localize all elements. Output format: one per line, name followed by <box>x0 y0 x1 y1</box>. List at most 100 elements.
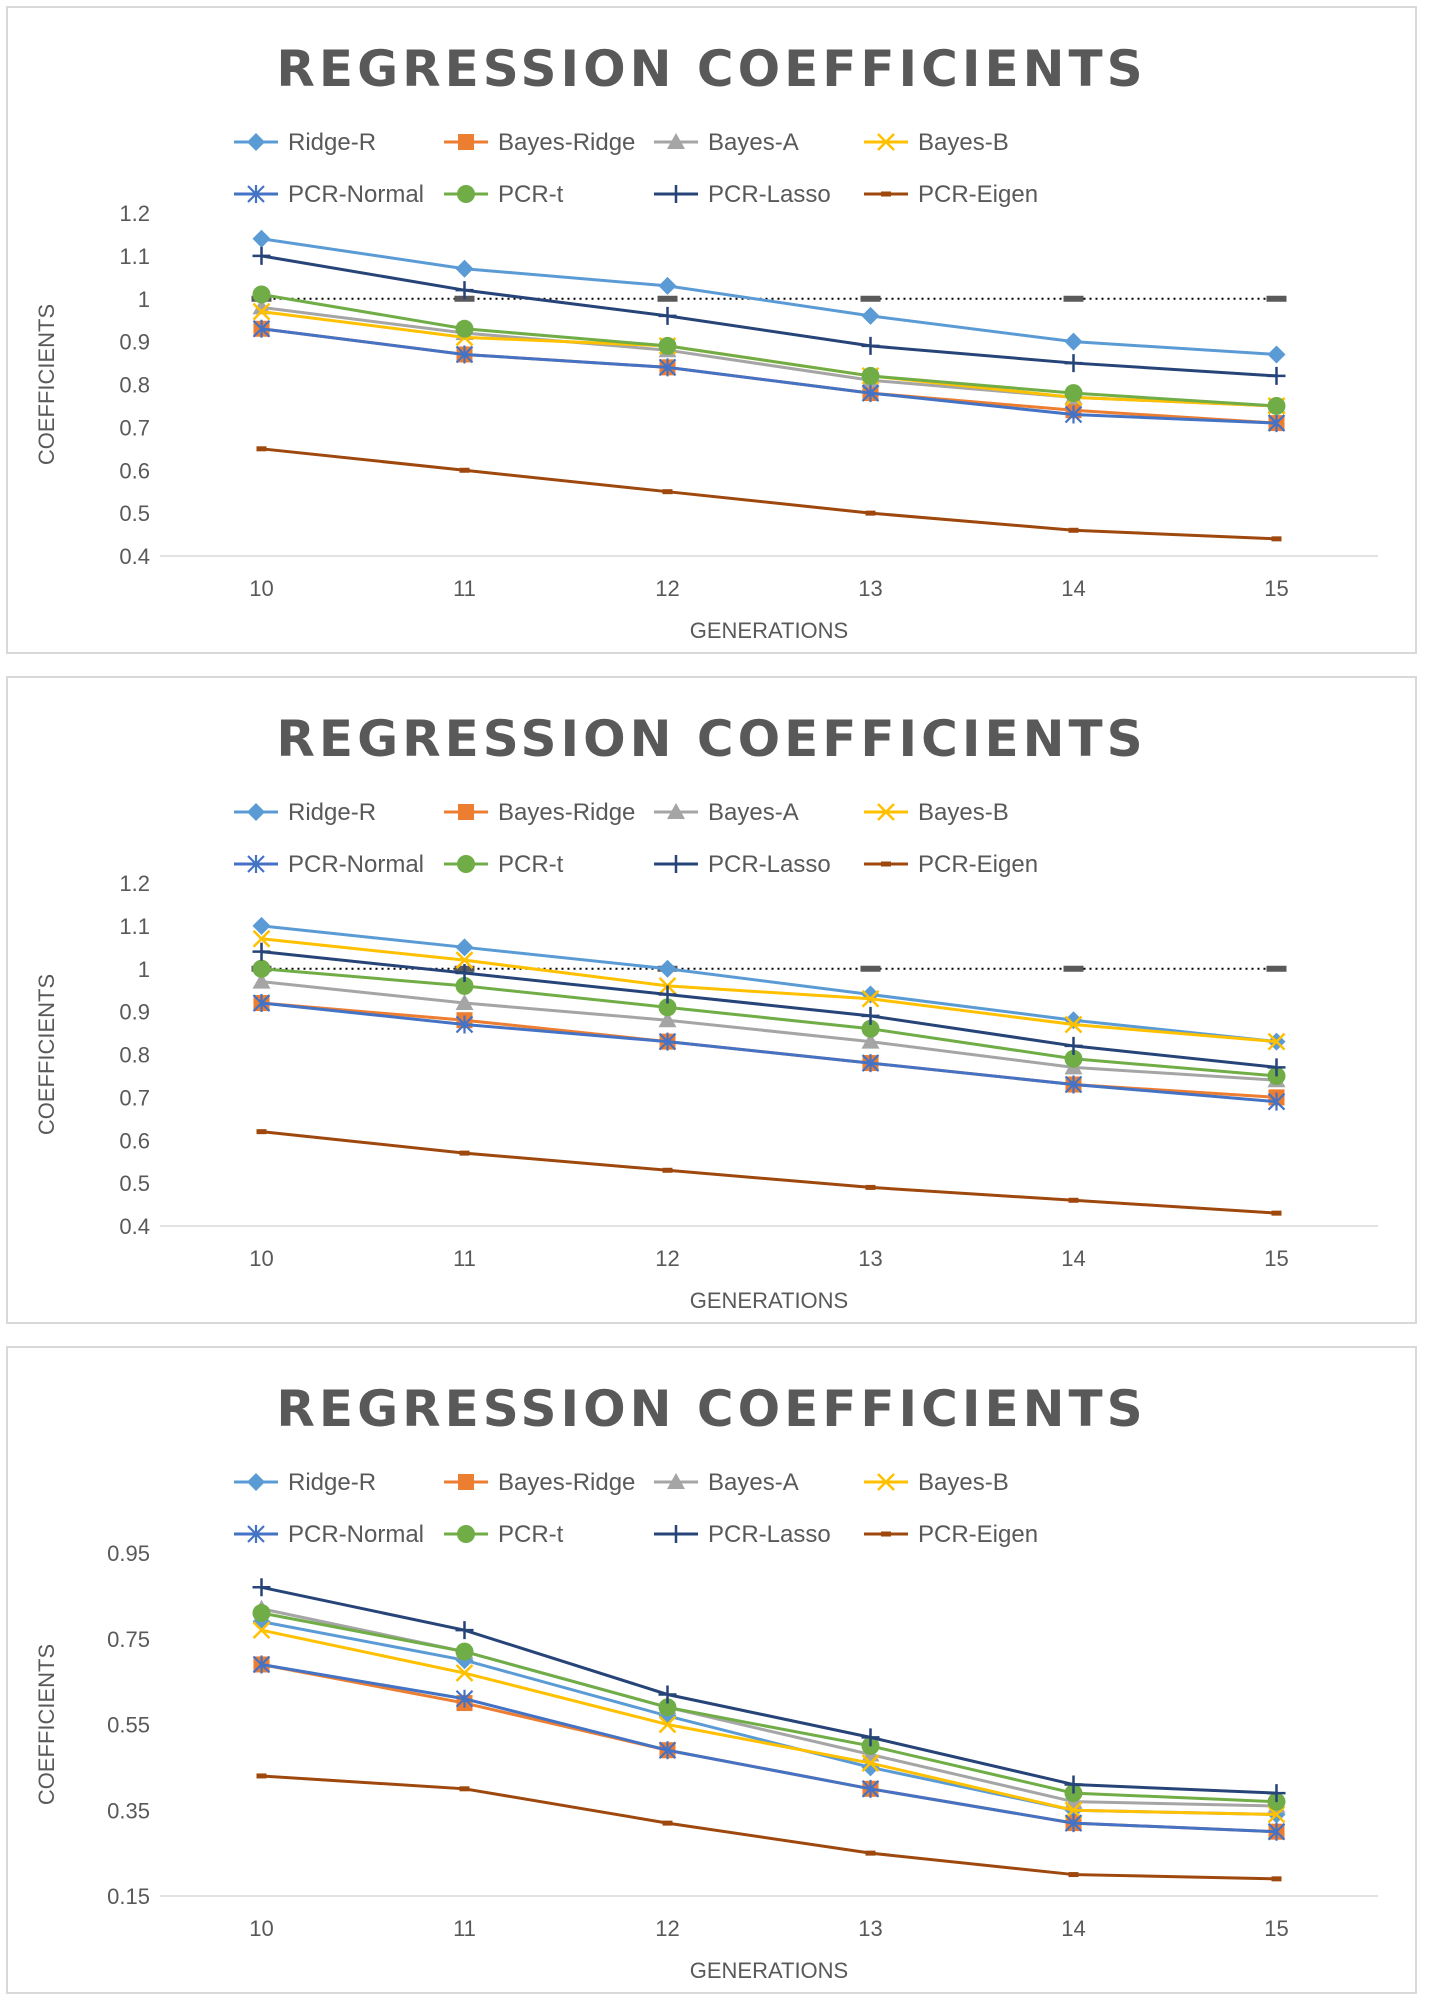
x-axis-title: GENERATIONS <box>690 618 849 643</box>
data-point-bayes-b <box>1267 1032 1286 1051</box>
x-tick-label: 10 <box>249 1916 273 1941</box>
y-tick-label: 0.7 <box>119 1085 150 1110</box>
chart-svg-2: REGRESSION COEFFICIENTS Ridge-R Bayes-Ridg… <box>34 710 1378 1313</box>
data-point-pcr-t <box>658 336 677 355</box>
data-point-bayes-b <box>1267 1805 1286 1824</box>
series-line-bayes-a <box>261 1607 1277 1808</box>
legend-label: Bayes-B <box>918 129 1009 156</box>
data-point-pcr-t <box>861 366 880 385</box>
reference-marker <box>657 295 678 302</box>
data-point-pcr-lasso <box>252 942 271 961</box>
legend-label: PCR-Lasso <box>708 181 831 208</box>
legend-item-pcr-eigen: PCR-Eigen <box>864 851 1038 878</box>
x-tick-label: 13 <box>858 576 882 601</box>
legend-marker-circle-icon <box>457 185 475 203</box>
series-ridge-r <box>252 229 1286 364</box>
y-tick-label: 0.7 <box>119 415 150 440</box>
data-point-pcr-normal <box>1267 414 1286 433</box>
legend-label: Bayes-A <box>708 799 799 826</box>
data-point-bayes-a <box>252 972 271 989</box>
series-line-bayes-a <box>261 305 1277 408</box>
series-line-bayes-ridge <box>261 327 1277 425</box>
legend-marker-diamond-icon <box>247 133 265 151</box>
series-ridge-r <box>252 1612 1286 1824</box>
legend-marker-star-icon <box>247 1525 265 1543</box>
x-tick-label: 14 <box>1061 1916 1085 1941</box>
legend-marker-triangle-icon <box>667 133 685 149</box>
series-line-pcr-normal <box>261 327 1277 425</box>
data-point-pcr-eigen <box>1068 1197 1079 1203</box>
series-line-bayes-b <box>261 1628 1277 1817</box>
legend-label: PCR-t <box>498 181 564 208</box>
series-line-pcr-normal <box>261 1662 1277 1834</box>
x-tick-label: 15 <box>1264 576 1288 601</box>
legend-item-bayes-ridge: Bayes-Ridge <box>444 129 635 156</box>
series-line-pcr-lasso <box>261 950 1277 1069</box>
legend-label: Bayes-Ridge <box>498 1469 635 1496</box>
chart-panel-3: REGRESSION COEFFICIENTS Ridge-R Bayes-Ridg… <box>6 1346 1417 1994</box>
data-point-pcr-t <box>252 959 271 978</box>
legend-item-ridge-r: Ridge-R <box>234 799 376 826</box>
legend-label: PCR-t <box>498 1521 564 1548</box>
x-tick-label: 10 <box>249 1246 273 1271</box>
legend-item-pcr-lasso: PCR-Lasso <box>654 851 831 878</box>
series-pcr-t <box>252 1604 1286 1811</box>
y-tick-label: 0.5 <box>119 501 150 526</box>
legend-label: Ridge-R <box>288 1469 376 1496</box>
legend-item-bayes-ridge: Bayes-Ridge <box>444 1469 635 1496</box>
data-point-pcr-eigen <box>459 1786 470 1792</box>
legend-label: PCR-Lasso <box>708 1521 831 1548</box>
legend-item-bayes-a: Bayes-A <box>654 129 799 156</box>
reference-marker <box>860 295 881 302</box>
x-tick-label: 12 <box>655 1916 679 1941</box>
data-point-pcr-eigen <box>1271 536 1282 542</box>
series-line-pcr-t <box>261 967 1277 1078</box>
legend-marker-plus-icon <box>667 1525 685 1543</box>
y-tick-label: 1.2 <box>119 201 150 226</box>
legend-label: PCR-t <box>498 851 564 878</box>
legend-marker-diamond-icon <box>247 803 265 821</box>
data-point-pcr-lasso <box>861 336 880 355</box>
data-point-ridge-r <box>1267 345 1286 364</box>
data-point-pcr-lasso <box>252 1578 271 1597</box>
data-point-pcr-lasso <box>658 985 677 1004</box>
legend-label: PCR-Lasso <box>708 851 831 878</box>
legend-label: Bayes-Ridge <box>498 799 635 826</box>
data-point-pcr-lasso <box>1064 1036 1083 1055</box>
data-point-pcr-eigen <box>662 1167 673 1173</box>
data-point-bayes-a <box>252 298 271 315</box>
series-line-bayes-b <box>261 937 1277 1044</box>
legend-item-ridge-r: Ridge-R <box>234 1469 376 1496</box>
legend-marker-x-icon <box>877 1473 895 1491</box>
data-point-pcr-normal <box>455 345 474 364</box>
data-point-ridge-r <box>1064 332 1083 351</box>
x-tick-label: 14 <box>1061 576 1085 601</box>
x-axis-title: GENERATIONS <box>690 1288 849 1313</box>
series-pcr-normal <box>252 994 1286 1111</box>
legend-item-pcr-normal: PCR-Normal <box>234 181 424 208</box>
data-point-pcr-eigen <box>1271 1876 1282 1882</box>
series-line-pcr-lasso <box>261 254 1277 378</box>
legend-item-bayes-b: Bayes-B <box>864 1469 1009 1496</box>
reference-marker <box>1266 295 1287 302</box>
data-point-ridge-r <box>252 916 271 935</box>
legend-item-pcr-t: PCR-t <box>444 1521 564 1548</box>
y-tick-label: 0.6 <box>119 458 150 483</box>
legend-marker-circle-icon <box>457 1525 475 1543</box>
data-point-pcr-normal <box>1267 1092 1286 1111</box>
data-point-bayes-b <box>252 302 271 321</box>
data-point-pcr-t <box>658 998 677 1017</box>
data-point-pcr-lasso <box>455 281 474 300</box>
legend-item-pcr-t: PCR-t <box>444 851 564 878</box>
series-pcr-t <box>252 285 1286 415</box>
data-point-ridge-r <box>455 938 474 957</box>
series-bayes-b <box>252 1621 1286 1824</box>
legend-marker-dash-icon <box>881 191 891 197</box>
data-point-pcr-normal <box>252 994 271 1013</box>
legend-item-bayes-a: Bayes-A <box>654 799 799 826</box>
data-point-pcr-normal <box>252 1655 271 1674</box>
data-point-bayes-b <box>1064 1015 1083 1034</box>
reference-marker <box>1266 965 1287 972</box>
legend-label: PCR-Normal <box>288 1521 424 1548</box>
legend-marker-x-icon <box>877 133 895 151</box>
